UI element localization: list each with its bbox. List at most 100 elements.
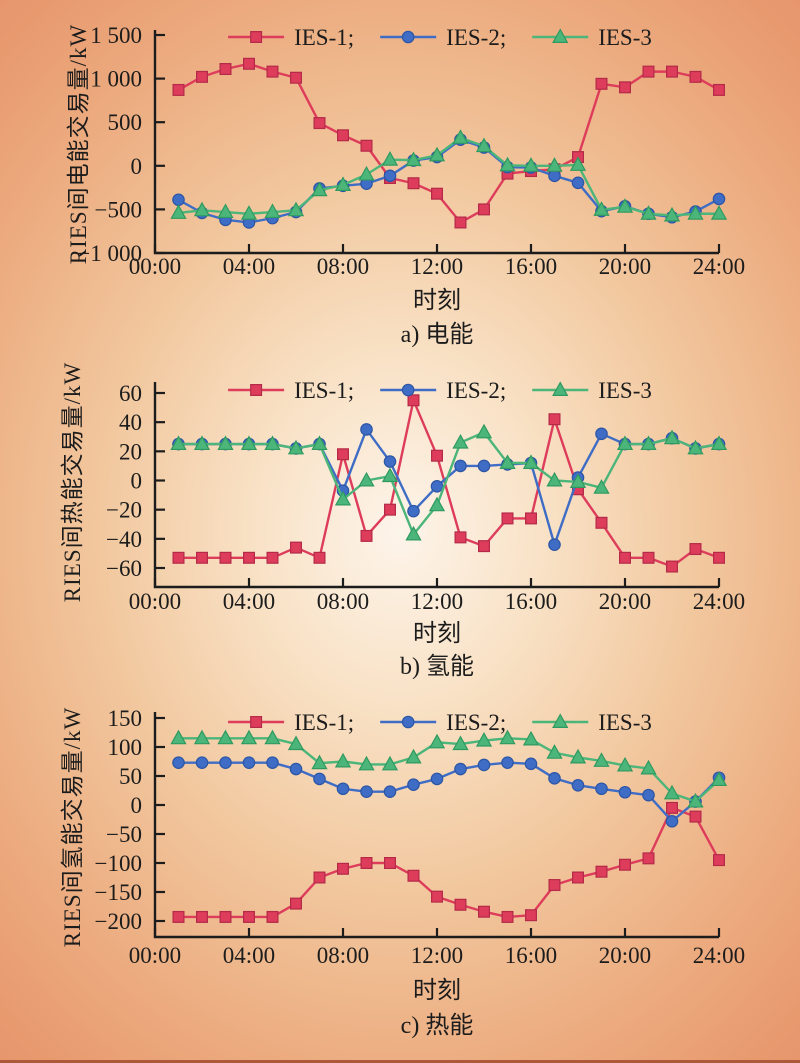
x-tick-label: 00:00: [129, 254, 181, 279]
legend-label: IES-1;: [294, 710, 354, 735]
square-marker: [431, 890, 444, 903]
series-markers-IES-1: [172, 394, 725, 573]
x-axis: 00:00 04:00 08:00 12:00 16:00 20:00 24:00: [129, 244, 745, 279]
square-marker: [196, 551, 209, 564]
square-marker: [407, 869, 420, 882]
triangle-marker: [217, 435, 234, 451]
triangle-marker: [546, 157, 563, 172]
square-marker: [313, 551, 326, 564]
triangle-marker: [710, 771, 728, 787]
series-markers-IES-1: [172, 801, 725, 923]
legend-square-icon: [250, 715, 263, 729]
legend: IES-1; IES-2; IES-3: [228, 25, 652, 50]
x-tick-label: 24:00: [693, 254, 745, 279]
x-tick-label: 12:00: [411, 254, 463, 279]
y-axis: 150 100 50 0 −50 −100 −150 −200: [95, 706, 165, 934]
square-marker: [712, 854, 725, 867]
legend-label: IES-3: [598, 710, 652, 735]
triangle-marker: [522, 157, 540, 172]
y-tick-label: 1 000: [90, 67, 142, 92]
legend-label: IES-3: [598, 25, 652, 50]
chart-c-thermal-energy: 150 100 50 0 −50 −100 −150 −200 00:00 04:00 08:00 1…: [60, 706, 745, 1039]
legend-square-icon: [250, 383, 263, 397]
triangle-marker: [546, 744, 563, 759]
circle-marker: [571, 176, 585, 190]
triangle-marker: [616, 435, 634, 451]
square-marker: [571, 871, 584, 884]
triangle-marker: [240, 205, 258, 220]
triangle-marker: [217, 203, 234, 219]
square-marker: [384, 857, 397, 870]
y-axis-title: RIES间热能交易量/kW: [60, 362, 85, 602]
y-tick-label: 50: [119, 764, 142, 789]
circle-marker: [219, 756, 232, 769]
circle-marker: [266, 756, 279, 769]
triangle-marker: [522, 730, 540, 746]
triangle-marker: [522, 454, 540, 469]
triangle-marker: [170, 435, 187, 451]
triangle-marker: [569, 156, 587, 171]
square-marker: [524, 512, 537, 525]
square-marker: [360, 139, 373, 152]
triangle-marker: [475, 137, 493, 153]
x-axis-title: 时刻: [413, 977, 461, 1004]
x-tick-label: 08:00: [317, 943, 369, 968]
circle-marker: [454, 459, 467, 473]
square-marker: [219, 551, 232, 564]
square-marker: [337, 129, 350, 142]
triangle-marker: [452, 129, 469, 144]
triangle-marker: [593, 752, 610, 767]
triangle-marker: [334, 752, 352, 768]
square-marker: [618, 858, 631, 871]
triangle-marker: [428, 146, 446, 162]
square-marker: [689, 543, 702, 556]
square-marker: [642, 551, 655, 564]
y-tick-label: 1 500: [90, 23, 142, 48]
circle-marker: [313, 772, 326, 786]
legend-label: IES-2;: [446, 378, 506, 403]
x-tick-label: 00:00: [129, 943, 181, 968]
square-marker: [501, 910, 514, 923]
triangle-marker: [381, 467, 399, 483]
triangle-marker: [311, 181, 328, 197]
triangle-marker: [616, 756, 634, 772]
series-line-IES-2: [178, 761, 720, 823]
triangle-marker: [428, 733, 446, 749]
circle-marker: [430, 480, 444, 493]
series-markers-IES-3: [170, 423, 728, 541]
square-marker: [219, 910, 232, 923]
y-tick-label: −60: [106, 556, 142, 581]
square-marker: [266, 551, 279, 564]
square-marker: [266, 910, 279, 923]
y-tick-label: −20: [106, 498, 142, 523]
circle-marker: [430, 772, 444, 786]
circle-marker: [642, 788, 655, 802]
triangle-marker: [311, 754, 328, 770]
legend-item-IES-1: IES-1;: [228, 378, 354, 403]
square-marker: [642, 65, 655, 78]
legend-item-IES-3: IES-3: [532, 710, 652, 735]
triangle-marker: [334, 176, 352, 191]
triangle-marker: [405, 748, 422, 764]
square-marker: [618, 551, 631, 564]
x-tick-label: 04:00: [223, 254, 275, 279]
square-marker: [548, 879, 561, 892]
triangle-marker: [499, 156, 516, 172]
x-tick-label: 12:00: [411, 943, 463, 968]
x-tick-label: 08:00: [317, 589, 369, 614]
circle-marker: [383, 785, 397, 798]
circle-marker: [195, 756, 209, 769]
triangle-marker: [217, 729, 234, 745]
legend-item-IES-2: IES-2;: [380, 378, 506, 403]
square-marker: [478, 905, 491, 918]
x-tick-label: 16:00: [505, 589, 557, 614]
square-marker: [243, 910, 256, 923]
legend-item-IES-1: IES-1;: [228, 25, 354, 50]
triangle-marker: [663, 429, 681, 445]
legend-item-IES-2: IES-2;: [380, 25, 506, 50]
circle-marker: [548, 169, 561, 183]
square-marker: [313, 871, 326, 884]
square-marker: [665, 801, 678, 814]
series-markers-IES-3: [170, 129, 728, 222]
x-tick-label: 08:00: [317, 254, 369, 279]
